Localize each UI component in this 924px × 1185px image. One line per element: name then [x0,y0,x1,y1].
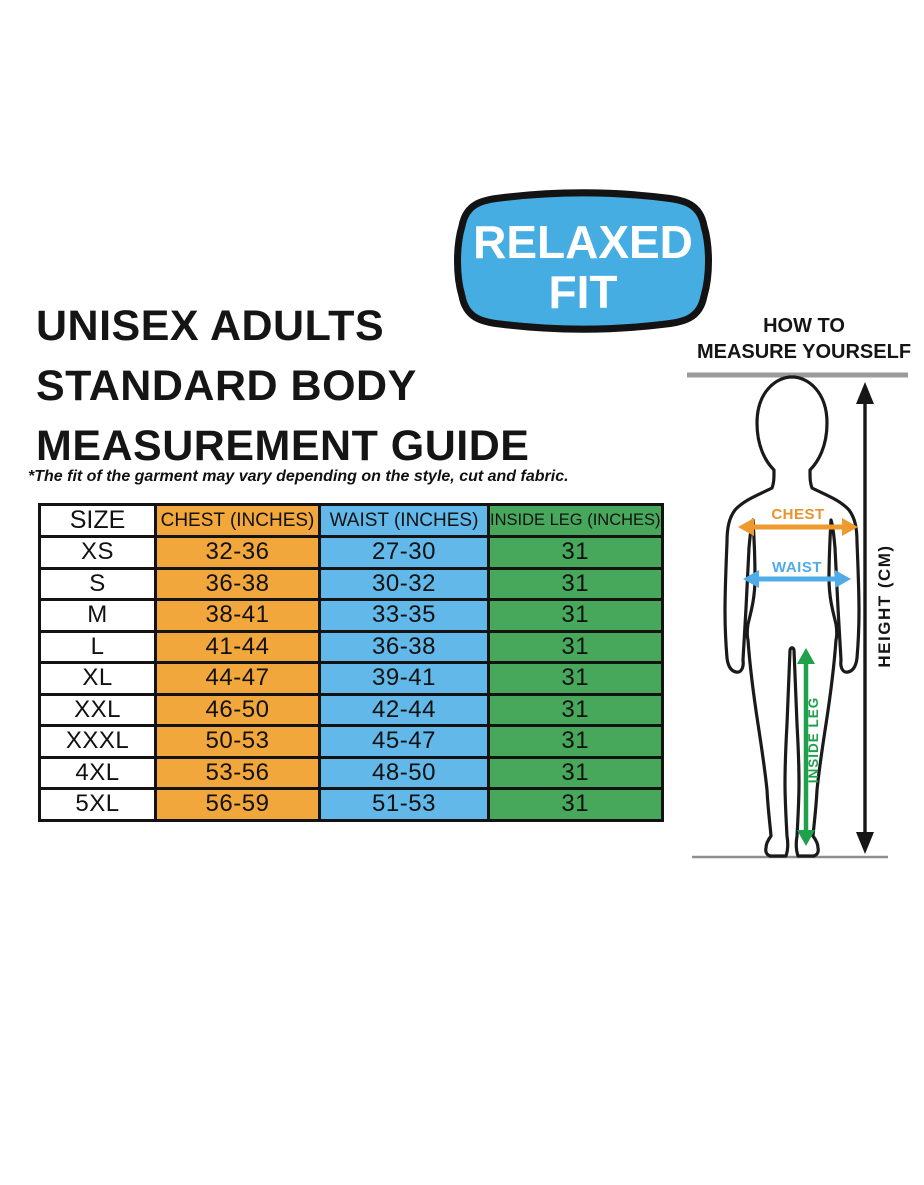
table-row: XL 44-47 39-41 31 [38,661,664,696]
chest-cell: 38-41 [154,598,321,633]
chest-cell: 46-50 [154,692,321,727]
chest-cell: 56-59 [154,787,321,822]
size-cell: XL [38,661,157,696]
waist-cell: 27-30 [318,535,490,570]
inside-leg-arrow [797,648,815,846]
table-row: XS 32-36 27-30 31 [38,535,664,570]
chest-cell: 32-36 [154,535,321,570]
waist-arrow [743,570,851,588]
table-row: M 38-41 33-35 31 [38,598,664,633]
waist-label: WAIST [772,559,822,576]
col-header-inside-leg: INSIDE LEG (INCHES) [487,503,664,538]
waist-cell: 39-41 [318,661,490,696]
col-header-size: SIZE [38,503,157,538]
table-row: S 36-38 30-32 31 [38,566,664,601]
chest-cell: 44-47 [154,661,321,696]
size-table: SIZE CHEST (INCHES) WAIST (INCHES) INSID… [38,503,664,822]
size-cell: S [38,566,157,601]
page-title: UNISEX ADULTS STANDARD BODY MEASUREMENT … [36,296,676,476]
col-header-chest: CHEST (INCHES) [154,503,321,538]
waist-cell: 36-38 [318,629,490,664]
page-title-line2: STANDARD BODY [36,362,417,410]
size-cell: 4XL [38,755,157,790]
disclaimer-note: *The fit of the garment may vary dependi… [28,468,569,485]
chest-cell: 53-56 [154,755,321,790]
badge-shape [454,189,712,333]
howto-title-line2: MEASURE YOURSELF [696,341,912,363]
page-title-line3: MEASUREMENT GUIDE [36,422,530,470]
table-row: XXL 46-50 42-44 31 [38,692,664,727]
chest-label: CHEST [771,506,824,523]
waist-cell: 51-53 [318,787,490,822]
table-row: L 41-44 36-38 31 [38,629,664,664]
badge-line1: RELAXED [473,216,693,268]
badge-line2: FIT [549,266,618,318]
height-label: HEIGHT (CM) [875,544,894,667]
inside-leg-cell: 31 [487,692,664,727]
size-cell: XS [38,535,157,570]
page-title-line1: UNISEX ADULTS [36,302,385,350]
inside-leg-cell: 31 [487,787,664,822]
inside-leg-cell: 31 [487,661,664,696]
size-cell: M [38,598,157,633]
inside-leg-cell: 31 [487,724,664,759]
size-cell: XXL [38,692,157,727]
waist-cell: 42-44 [318,692,490,727]
howto-title: HOW TO MEASURE YOURSELF [676,313,924,365]
table-row: 5XL 56-59 51-53 31 [38,787,664,822]
chest-cell: 50-53 [154,724,321,759]
waist-cell: 30-32 [318,566,490,601]
table-row: XXXL 50-53 45-47 31 [38,724,664,759]
relaxed-fit-badge: RELAXED FIT [454,189,712,333]
inside-leg-cell: 31 [487,598,664,633]
table-row: 4XL 53-56 48-50 31 [38,755,664,790]
inside-leg-label: INSIDE LEG [806,697,821,784]
chest-cell: 41-44 [154,629,321,664]
chest-arrow [738,518,858,536]
body-silhouette [723,375,861,858]
inside-leg-cell: 31 [487,755,664,790]
waist-cell: 48-50 [318,755,490,790]
col-header-waist: WAIST (INCHES) [318,503,490,538]
waist-cell: 45-47 [318,724,490,759]
chest-cell: 36-38 [154,566,321,601]
waist-cell: 33-35 [318,598,490,633]
howto-title-line1: HOW TO [763,315,845,337]
inside-leg-cell: 31 [487,566,664,601]
size-cell: L [38,629,157,664]
measurement-diagram: CHEST WAIST INSIDE LEG HEIGHT (CM) [687,372,908,859]
inside-leg-cell: 31 [487,629,664,664]
height-arrow [856,382,874,854]
size-cell: XXXL [38,724,157,759]
size-cell: 5XL [38,787,157,822]
inside-leg-cell: 31 [487,535,664,570]
table-header-row: SIZE CHEST (INCHES) WAIST (INCHES) INSID… [38,503,664,538]
